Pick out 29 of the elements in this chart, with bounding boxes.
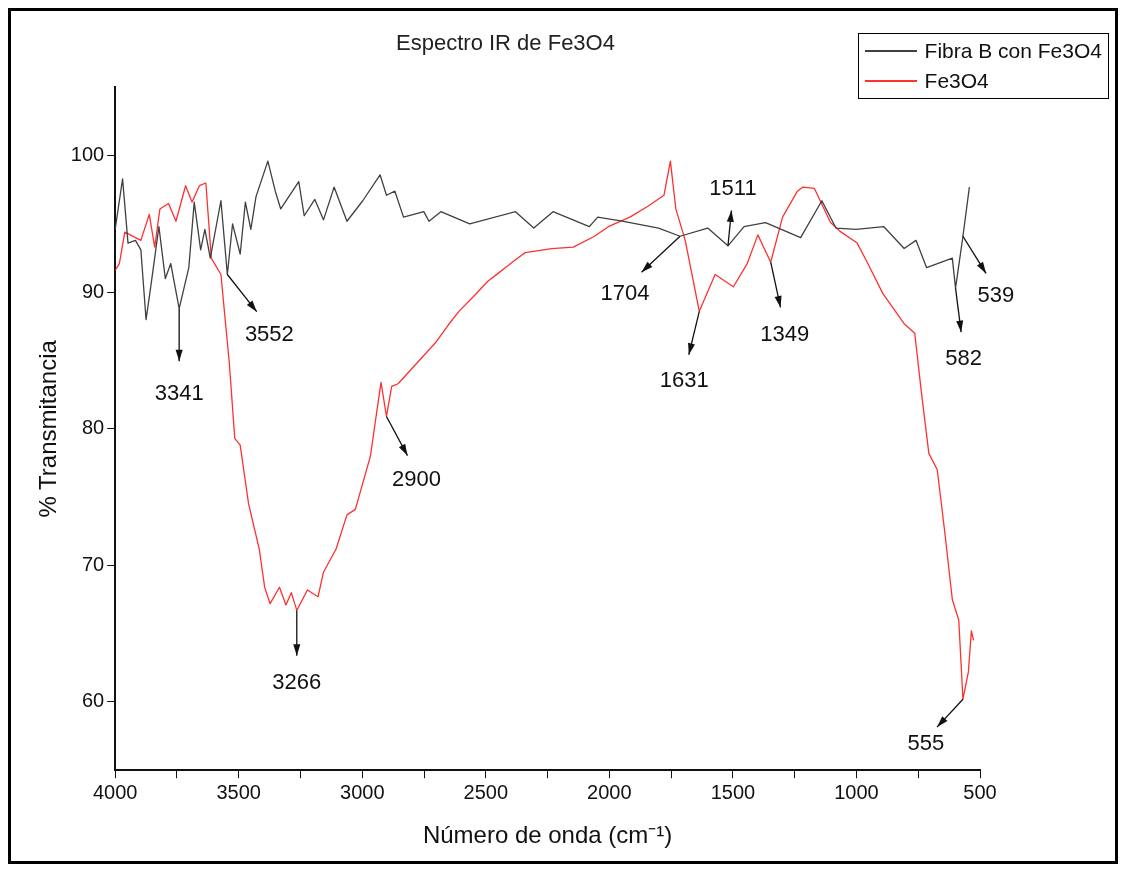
x-tick-label: 1500 [710, 780, 756, 803]
y-tick-label: 100 [70, 143, 105, 166]
annotation: 3266 [272, 669, 322, 695]
legend-label: Fibra B con Fe3O4 [924, 38, 1102, 64]
annotation: 582 [945, 345, 982, 371]
x-tick-label: 3000 [340, 780, 385, 803]
y-tick-label: 60 [81, 689, 105, 712]
x-axis-title: Número de onda (cm⁻¹) [422, 821, 673, 849]
annotation: 2900 [392, 465, 441, 491]
y-tick-label: 80 [81, 416, 105, 439]
annotation: 539 [977, 282, 1015, 308]
annotation: 3552 [244, 320, 294, 346]
annotation: 1704 [600, 280, 650, 306]
annotation: 3341 [154, 379, 204, 405]
x-tick-label: 2500 [463, 780, 509, 803]
annotation: 1631 [659, 367, 709, 393]
x-tick-label: 3500 [216, 780, 261, 803]
legend-label: Fe3O4 [924, 68, 989, 94]
x-tick-label: 4000 [92, 780, 138, 803]
x-tick-label: 1000 [834, 780, 879, 803]
y-axis-title: % Transmitancia [34, 339, 62, 518]
x-tick-label: 2000 [587, 780, 632, 803]
annotation: 555 [907, 730, 945, 756]
annotation: 1349 [760, 321, 810, 347]
y-tick-label: 70 [81, 552, 105, 575]
annotation: 1511 [709, 174, 757, 200]
chart-title: Espectro IR de Fe3O4 [396, 30, 615, 56]
x-tick-label: 500 [963, 780, 997, 803]
y-tick-label: 90 [81, 279, 105, 302]
